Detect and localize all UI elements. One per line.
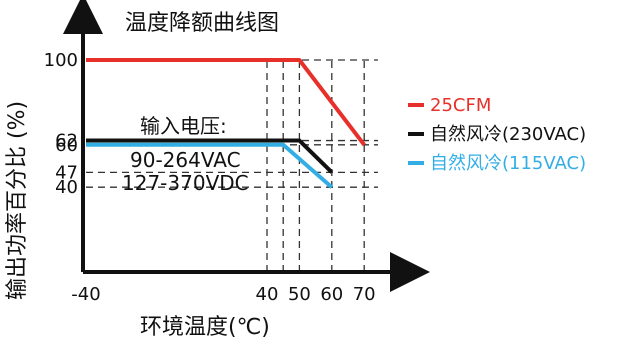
- x-axis-label: 环境温度(℃): [140, 315, 270, 340]
- x-tick-label: 60: [320, 284, 343, 305]
- chart-title: 温度降额曲线图: [125, 11, 279, 36]
- annotation-heading: 输入电压:: [140, 114, 227, 138]
- series-line-3: [86, 142, 334, 189]
- annotation-line-2: 127-370VDC: [122, 171, 249, 195]
- x-tick-label: 70: [353, 284, 376, 305]
- legend-label: 自然风冷(115VAC): [430, 153, 586, 174]
- y-tick-label: 40: [55, 177, 78, 198]
- y-tick-label: 62: [55, 131, 78, 152]
- legend-item: 自然风冷(115VAC): [408, 153, 586, 174]
- x-tick-labels: -40 40 50 60 70: [71, 284, 375, 305]
- x-tick-label: 50: [288, 284, 311, 305]
- y-tick-label: 100: [44, 50, 78, 71]
- legend-label: 自然风冷(230VAC): [430, 124, 586, 145]
- series-line-1: [86, 58, 366, 147]
- legend-label: 25CFM: [430, 95, 491, 116]
- annotation-line-1: 90-264VAC: [130, 148, 241, 172]
- y-tick-label: 60: [55, 135, 78, 156]
- y-tick-label: 47: [55, 162, 78, 183]
- x-tick-label: 40: [256, 284, 279, 305]
- series-line-2: [86, 138, 334, 174]
- x-tick-label: -40: [71, 284, 100, 305]
- legend: 25CFM 自然风冷(230VAC) 自然风冷(115VAC): [408, 95, 586, 174]
- series-lines: [86, 58, 366, 189]
- legend-item: 25CFM: [408, 95, 491, 116]
- legend-item: 自然风冷(230VAC): [408, 124, 586, 145]
- y-axis-label: 输出功率百分比 (%): [5, 101, 30, 300]
